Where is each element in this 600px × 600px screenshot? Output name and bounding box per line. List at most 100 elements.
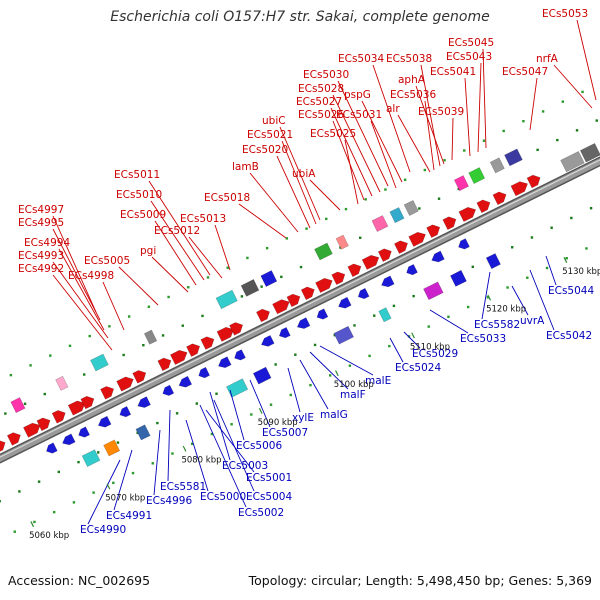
forward-leader-line	[118, 266, 159, 306]
forward-gene-block	[0, 440, 6, 452]
track-dot	[175, 412, 179, 415]
track-dot	[482, 139, 486, 142]
track-dot	[49, 354, 52, 357]
special-gene-block	[215, 289, 238, 310]
forward-gene-label: ubiC	[262, 115, 286, 127]
track-dot	[52, 510, 56, 514]
forward-leader-line	[151, 256, 189, 293]
reverse-gene-label: uvrA	[520, 315, 545, 327]
forward-gene-block	[67, 400, 86, 416]
track-dot	[541, 110, 545, 113]
track-dot	[151, 462, 154, 465]
forward-gene-label: ECs4998	[68, 270, 114, 282]
track-dot	[88, 334, 91, 338]
reverse-leader-line	[213, 399, 255, 492]
reverse-gene-block	[296, 317, 311, 329]
genome-backbone	[0, 156, 600, 464]
forward-gene-block	[361, 254, 380, 270]
forward-leader-line	[332, 120, 365, 201]
reverse-leader-line	[229, 389, 245, 441]
reverse-gene-block	[406, 263, 418, 276]
track-dot	[92, 491, 95, 494]
track-dot	[471, 265, 474, 269]
forward-gene-label: alr	[386, 103, 400, 115]
track-dot	[181, 324, 184, 327]
special-gene-block	[10, 397, 26, 414]
forward-leader-line	[148, 180, 211, 276]
forward-leader-line	[154, 220, 197, 286]
track-guides	[0, 90, 598, 533]
track-dot	[388, 344, 391, 348]
scale-tick-mark	[106, 483, 111, 490]
special-gene-block	[449, 269, 467, 287]
track-dot	[506, 286, 509, 289]
track-dot	[526, 276, 529, 279]
special-gene-block	[423, 281, 444, 301]
forward-leader-line	[52, 228, 101, 321]
forward-gene-block	[377, 248, 392, 263]
track-dot	[545, 266, 549, 270]
forward-gene-label: ECs5026	[298, 109, 344, 121]
special-gene-block	[135, 424, 151, 441]
track-dot	[536, 148, 539, 152]
track-dot	[190, 442, 194, 445]
reverse-leader-line	[205, 409, 255, 473]
track-dot	[206, 276, 210, 279]
special-gene-block	[378, 307, 392, 323]
track-dot	[23, 402, 27, 406]
forward-leader-line	[361, 100, 403, 183]
forward-leader-line	[52, 261, 109, 339]
track-dot	[313, 343, 317, 347]
reverse-leader-line	[529, 269, 555, 331]
scale-tick-mark	[30, 521, 35, 528]
forward-leader-line	[332, 94, 381, 193]
track-dot	[364, 198, 367, 201]
forward-gene-label: ECs5030	[303, 69, 349, 81]
track-dot	[142, 344, 145, 347]
forward-gene-label: aphA	[398, 74, 426, 86]
track-dot	[33, 520, 36, 524]
special-gene-block	[314, 242, 333, 261]
track-dot	[373, 314, 376, 317]
track-dot	[250, 413, 253, 416]
track-dot	[18, 490, 21, 493]
reverse-gene-block	[119, 405, 132, 418]
reverse-gene-block	[198, 366, 210, 379]
reverse-gene-block	[431, 250, 445, 263]
reverse-gene-block	[278, 326, 291, 339]
forward-gene-label: ECs5021	[247, 129, 293, 141]
forward-leader-line	[553, 64, 593, 109]
forward-leader-line	[397, 114, 431, 173]
forward-leader-line	[276, 155, 311, 229]
track-dot	[511, 246, 514, 249]
forward-gene-label: ECs5038	[386, 53, 432, 65]
track-dot	[309, 383, 312, 387]
track-dot	[294, 353, 297, 356]
scale-tick-label: 5090 kbp	[258, 418, 298, 428]
track-dot	[215, 392, 218, 395]
track-dot	[57, 470, 61, 474]
reverse-gene-label: ECs5581	[160, 481, 206, 493]
forward-gene-label: ECs5020	[242, 144, 288, 156]
accession-text: Accession: NC_002695	[8, 573, 151, 588]
track-dot	[240, 295, 244, 298]
track-dot	[161, 334, 165, 337]
track-dot	[9, 373, 13, 377]
track-dot	[260, 285, 263, 288]
forward-gene-block	[36, 417, 51, 432]
forward-gene-block	[347, 263, 362, 278]
track-dot	[122, 353, 125, 357]
forward-leader-line	[58, 248, 105, 331]
reverse-gene-label: ECs5003	[222, 460, 268, 472]
forward-gene-label: ECs5013	[180, 213, 226, 225]
reverse-leader-line	[545, 255, 557, 286]
forward-gene-label: ECs5041	[430, 66, 476, 78]
track-dot	[585, 247, 588, 250]
forward-leader-line	[150, 200, 205, 281]
track-dot	[4, 412, 7, 415]
reverse-gene-block	[260, 334, 275, 347]
reverse-gene-block	[137, 396, 151, 408]
forward-gene-label: ECs5045	[448, 37, 494, 49]
special-gene-block	[335, 234, 349, 250]
track-dot	[0, 500, 1, 503]
